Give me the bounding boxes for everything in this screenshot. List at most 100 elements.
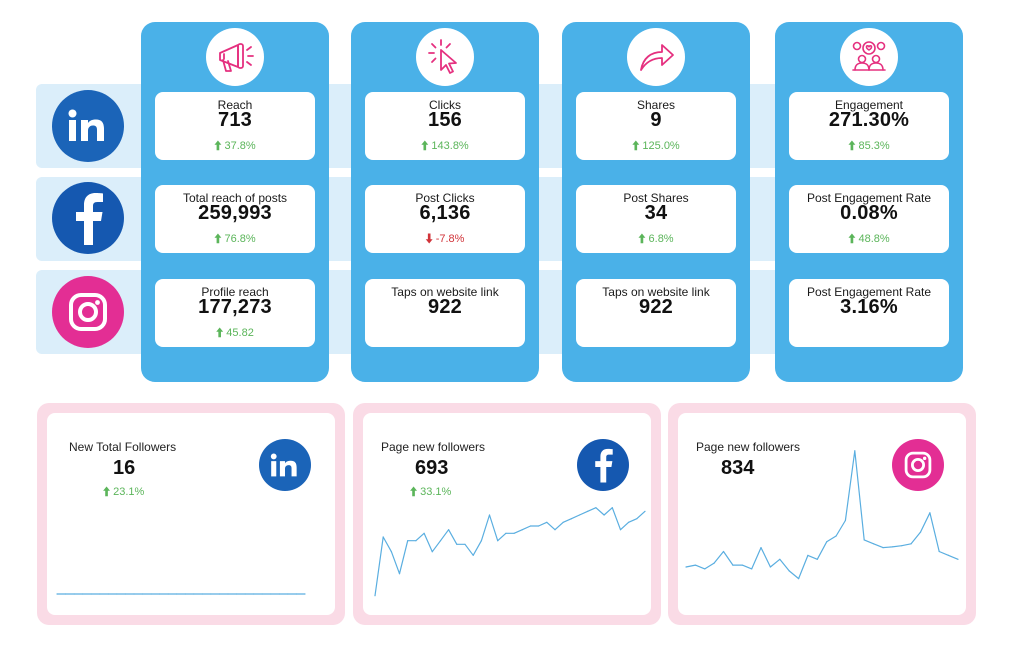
- reach-column: Reach 713 🠩 37.8% Total reach of posts 2…: [141, 22, 329, 382]
- post-shares-card: Post Shares 34 🠩 6.8%: [576, 185, 736, 253]
- clicks-card: Clicks 156 🠩 143.8%: [365, 92, 525, 160]
- metric-change-value: 6.8%: [648, 232, 674, 245]
- taps-website-card: Taps on website link 922: [365, 279, 525, 347]
- data-point: [603, 514, 605, 516]
- data-point: [779, 558, 781, 560]
- data-point: [304, 593, 306, 595]
- metric-change-value: 125.0%: [642, 139, 680, 152]
- metric-label: Profile reach: [201, 285, 269, 299]
- reach-card: Reach 713 🠩 37.8%: [155, 92, 315, 160]
- data-point: [464, 543, 466, 545]
- arrow-up-icon: 🠩: [632, 138, 640, 153]
- arrow-up-icon: 🠩: [214, 138, 222, 153]
- data-point: [133, 593, 135, 595]
- data-point: [124, 593, 126, 595]
- share-arrow-icon: [627, 28, 685, 86]
- metric-label: Engagement: [834, 98, 904, 112]
- data-point: [685, 566, 687, 568]
- metric-change-value: 143.8%: [431, 139, 469, 152]
- total-reach-card: Total reach of posts 259,993 🠩 76.8%: [155, 185, 315, 253]
- data-point: [611, 507, 613, 509]
- arrow-up-icon: 🠩: [216, 325, 224, 340]
- data-point: [107, 593, 109, 595]
- data-point: [769, 566, 771, 568]
- data-point: [150, 593, 152, 595]
- data-point: [82, 593, 84, 595]
- data-point: [227, 593, 229, 595]
- data-point: [891, 546, 893, 548]
- data-point: [882, 547, 884, 549]
- metric-value: 271.30%: [828, 109, 910, 131]
- data-point: [798, 578, 800, 580]
- data-point: [546, 521, 548, 523]
- data-point: [141, 593, 144, 595]
- instagram-followers-panel: Page new followers 834: [668, 403, 976, 625]
- instagram-followers-chart: [685, 450, 959, 580]
- profile-reach-card: Profile reach 177,273 🠩 45.82: [155, 279, 315, 347]
- engagement-column: Engagement 271.30% 🠩 85.3% Post Engageme…: [775, 22, 963, 382]
- metric-change: 🠩 125.0%: [576, 139, 736, 152]
- data-point: [295, 593, 297, 595]
- data-point: [570, 518, 572, 520]
- metric-change-value: 85.3%: [858, 139, 890, 152]
- data-point: [253, 593, 255, 595]
- data-point: [732, 564, 734, 566]
- facebook-icon: [577, 439, 629, 491]
- data-point: [694, 564, 696, 566]
- panel-inner: Page new followers 693 🠩 33.1%: [363, 413, 651, 615]
- data-point: [929, 512, 931, 514]
- data-point: [788, 570, 790, 572]
- data-point: [578, 514, 581, 516]
- metric-value: 713: [218, 109, 252, 131]
- shares-card: Shares 9 🠩 125.0%: [576, 92, 736, 160]
- data-point: [713, 562, 715, 564]
- metric-label: Reach: [217, 98, 253, 112]
- followers-change-value: 23.1%: [113, 485, 145, 498]
- data-point: [562, 521, 564, 523]
- data-point: [244, 593, 246, 595]
- data-point: [538, 525, 540, 527]
- data-point: [261, 593, 263, 595]
- metric-value: 6,136: [419, 202, 471, 224]
- series-line: [374, 507, 646, 596]
- data-point: [159, 593, 161, 595]
- followers-value: 834: [721, 457, 755, 479]
- metric-value: 259,993: [198, 202, 272, 224]
- data-point: [472, 554, 474, 556]
- panel-inner: Page new followers 834: [678, 413, 966, 615]
- followers-change: 🠩 33.1%: [410, 485, 451, 498]
- data-point: [505, 532, 507, 534]
- data-point: [619, 529, 622, 531]
- data-point: [407, 540, 409, 542]
- metric-value: 922: [428, 296, 462, 318]
- taps-website-card: Taps on website link 922: [576, 279, 736, 347]
- followers-change-value: 33.1%: [420, 485, 452, 498]
- post-clicks-card: Post Clicks 6,136 🠫 -7.8%: [365, 185, 525, 253]
- arrow-up-icon: 🠩: [421, 138, 429, 153]
- arrow-up-icon: 🠩: [848, 138, 856, 153]
- metric-label: Taps on website link: [391, 285, 499, 299]
- data-point: [910, 543, 912, 545]
- data-point: [193, 593, 195, 595]
- metric-value: 0.08%: [840, 202, 898, 224]
- facebook-followers-chart: [374, 507, 646, 597]
- metric-value: 9: [650, 109, 662, 131]
- linkedin-followers-chart: [56, 593, 306, 595]
- data-point: [201, 593, 203, 595]
- post-engagement-rate-card: Post Engagement Rate 3.16%: [789, 279, 949, 347]
- metric-label: Total reach of posts: [182, 191, 288, 205]
- arrow-up-icon: 🠩: [638, 231, 646, 246]
- data-point: [873, 543, 875, 545]
- linkedin-icon: [52, 90, 124, 162]
- metric-value: 922: [639, 296, 673, 318]
- metric-label: Taps on website link: [602, 285, 710, 299]
- data-point: [99, 593, 101, 595]
- metric-label: Shares: [636, 98, 676, 112]
- arrow-down-icon: 🠫: [425, 231, 433, 246]
- data-point: [595, 507, 597, 509]
- instagram-icon: [892, 439, 944, 491]
- data-point: [184, 593, 186, 595]
- data-point: [948, 554, 950, 556]
- data-point: [390, 551, 392, 553]
- data-point: [90, 593, 92, 595]
